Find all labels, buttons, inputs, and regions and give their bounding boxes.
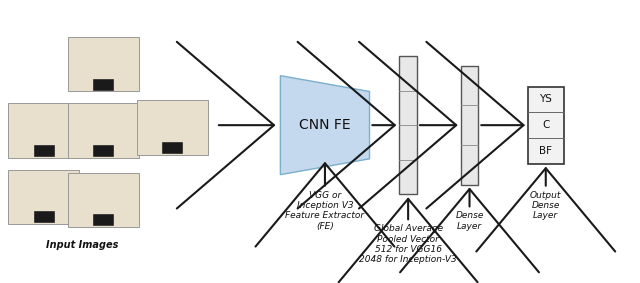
Bar <box>137 100 208 155</box>
Bar <box>461 66 479 185</box>
Text: Dense
Layer: Dense Layer <box>455 211 484 231</box>
Bar <box>34 145 54 156</box>
Text: BF: BF <box>540 146 552 156</box>
Text: YS: YS <box>540 95 552 104</box>
Text: VGG or
Inception V3
Feature Extractor
(FE): VGG or Inception V3 Feature Extractor (F… <box>285 190 365 231</box>
Bar <box>8 170 79 224</box>
Bar <box>93 214 113 225</box>
Bar <box>93 79 113 89</box>
Bar <box>67 103 139 158</box>
Bar <box>163 142 182 153</box>
Text: CNN FE: CNN FE <box>299 118 351 132</box>
Bar <box>67 173 139 227</box>
Text: Input Images: Input Images <box>46 240 118 250</box>
Bar <box>34 211 54 222</box>
Text: C: C <box>542 120 550 130</box>
Bar <box>8 103 79 158</box>
Bar <box>67 37 139 91</box>
Bar <box>528 87 564 164</box>
Text: Global Average
Pooled Vector
512 for VGG16
2048 for Inception-V3: Global Average Pooled Vector 512 for VGG… <box>359 224 457 264</box>
Bar <box>93 145 113 156</box>
Polygon shape <box>280 76 369 175</box>
Text: Output
Dense
Layer: Output Dense Layer <box>530 190 561 220</box>
Bar <box>399 56 417 194</box>
